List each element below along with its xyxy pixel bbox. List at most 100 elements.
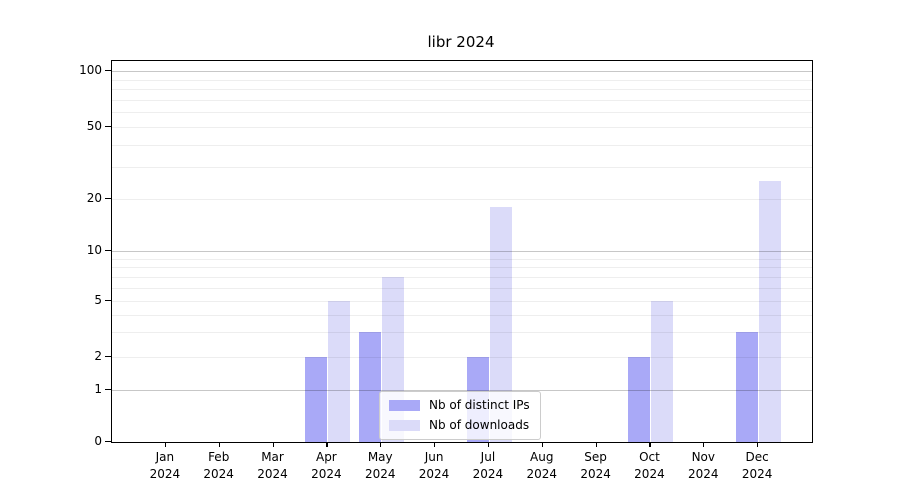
y-tick-label: 5 — [94, 293, 102, 307]
month-name: Jan — [155, 450, 175, 464]
y-tick-mark — [105, 250, 111, 252]
nb-of-downloads-bar-jul — [489, 206, 512, 442]
month-year: 2024 — [580, 467, 611, 481]
x-tick-mark — [703, 442, 705, 448]
x-tick-label-aug: Aug 2024 — [510, 449, 574, 483]
x-tick-mark — [164, 442, 167, 448]
month-name: Apr — [315, 450, 337, 464]
x-tick-label-nov: Nov 2024 — [671, 449, 735, 483]
nb-of-distinct-ips-bar-may — [359, 332, 382, 442]
month-year: 2024 — [688, 467, 719, 481]
minor-gridline — [112, 314, 812, 316]
legend-item-nb-of-downloads: Nb of downloads — [389, 418, 530, 433]
major-gridline — [112, 251, 812, 252]
y-tick-label: 20 — [86, 191, 102, 205]
month-year: 2024 — [418, 467, 450, 481]
y-tick-mark — [105, 198, 111, 200]
legend-swatch — [389, 420, 420, 431]
x-tick-label-mar: Mar 2024 — [241, 449, 305, 483]
x-tick-mark — [595, 442, 597, 448]
minor-gridline — [112, 199, 812, 200]
nb-of-distinct-ips-bar-apr — [305, 357, 328, 442]
nb-of-downloads-bar-dec — [759, 181, 782, 442]
x-tick-label-jul: Jul 2024 — [456, 449, 520, 483]
month-name: May — [367, 450, 393, 464]
legend: Nb of distinct IPs Nb of downloads — [379, 391, 541, 440]
nb-of-distinct-ips-bar-oct — [628, 357, 651, 442]
month-year: 2024 — [741, 467, 773, 481]
x-tick-mark — [380, 442, 382, 448]
legend-label: Nb of downloads — [429, 418, 530, 432]
y-tick-label: 0 — [94, 434, 102, 448]
minor-gridline — [112, 79, 812, 81]
chart-title: libr 2024 — [427, 33, 495, 51]
minor-gridline — [112, 267, 812, 269]
plot-area — [111, 60, 813, 443]
minor-gridline — [112, 332, 812, 334]
x-tick-mark — [757, 442, 759, 448]
y-tick-mark — [105, 441, 111, 443]
month-year: 2024 — [526, 467, 558, 481]
x-tick-label-feb: Feb 2024 — [187, 449, 251, 483]
x-tick-mark — [326, 442, 328, 448]
month-name: Dec — [745, 450, 769, 464]
month-year: 2024 — [203, 467, 234, 481]
month-year: 2024 — [634, 467, 665, 481]
month-name: Mar — [261, 450, 284, 464]
minor-gridline — [112, 89, 812, 91]
y-tick-label: 10 — [86, 243, 102, 257]
x-tick-mark — [434, 442, 436, 448]
month-year: 2024 — [257, 467, 288, 481]
month-name: Aug — [530, 450, 554, 464]
y-tick-mark — [105, 356, 111, 358]
x-tick-mark — [487, 442, 490, 448]
major-gridline — [112, 390, 812, 391]
x-tick-label-may: May 2024 — [348, 449, 412, 483]
minor-gridline — [112, 144, 812, 146]
minor-gridline — [112, 301, 812, 302]
nb-of-downloads-bar-apr — [328, 301, 351, 442]
month-year: 2024 — [472, 467, 504, 481]
month-name: Feb — [208, 450, 230, 464]
x-tick-label-jan: Jan 2024 — [133, 449, 197, 483]
x-tick-label-jun: Jun 2024 — [402, 449, 466, 483]
legend-item-nb-of-distinct-ips: Nb of distinct IPs — [389, 398, 530, 413]
minor-gridline — [112, 287, 812, 289]
x-tick-mark — [541, 442, 543, 448]
minor-gridline — [112, 167, 812, 169]
x-tick-mark — [218, 442, 220, 448]
legend-label: Nb of distinct IPs — [429, 398, 530, 412]
minor-gridline — [112, 258, 812, 260]
month-year: 2024 — [149, 467, 181, 481]
month-name: Sep — [584, 450, 607, 464]
minor-gridline — [112, 127, 812, 128]
y-tick-mark — [105, 126, 111, 128]
x-tick-label-oct: Oct 2024 — [617, 449, 681, 483]
month-name: Nov — [691, 450, 715, 464]
month-name: Oct — [639, 450, 660, 464]
minor-gridline — [112, 357, 812, 358]
y-tick-label: 100 — [79, 63, 102, 77]
month-name: Jul — [480, 450, 496, 464]
legend-swatch — [389, 400, 420, 411]
x-tick-mark — [272, 442, 274, 448]
x-tick-mark — [649, 442, 651, 448]
y-tick-mark — [105, 70, 111, 72]
minor-gridline — [112, 276, 812, 278]
y-tick-mark — [105, 389, 111, 391]
x-tick-label-apr: Apr 2024 — [294, 449, 358, 483]
y-tick-label: 2 — [94, 349, 102, 363]
y-tick-label: 1 — [94, 382, 102, 396]
nb-of-downloads-bar-oct — [651, 301, 674, 442]
y-tick-label: 50 — [86, 119, 102, 133]
y-tick-mark — [105, 300, 111, 302]
x-tick-label-dec: Dec 2024 — [725, 449, 789, 483]
month-year: 2024 — [364, 467, 396, 481]
month-year: 2024 — [311, 467, 342, 481]
minor-gridline — [112, 99, 812, 101]
minor-gridline — [112, 112, 812, 114]
major-gridline — [112, 71, 812, 72]
month-name: Jun — [424, 450, 444, 464]
x-tick-label-sep: Sep 2024 — [564, 449, 628, 483]
